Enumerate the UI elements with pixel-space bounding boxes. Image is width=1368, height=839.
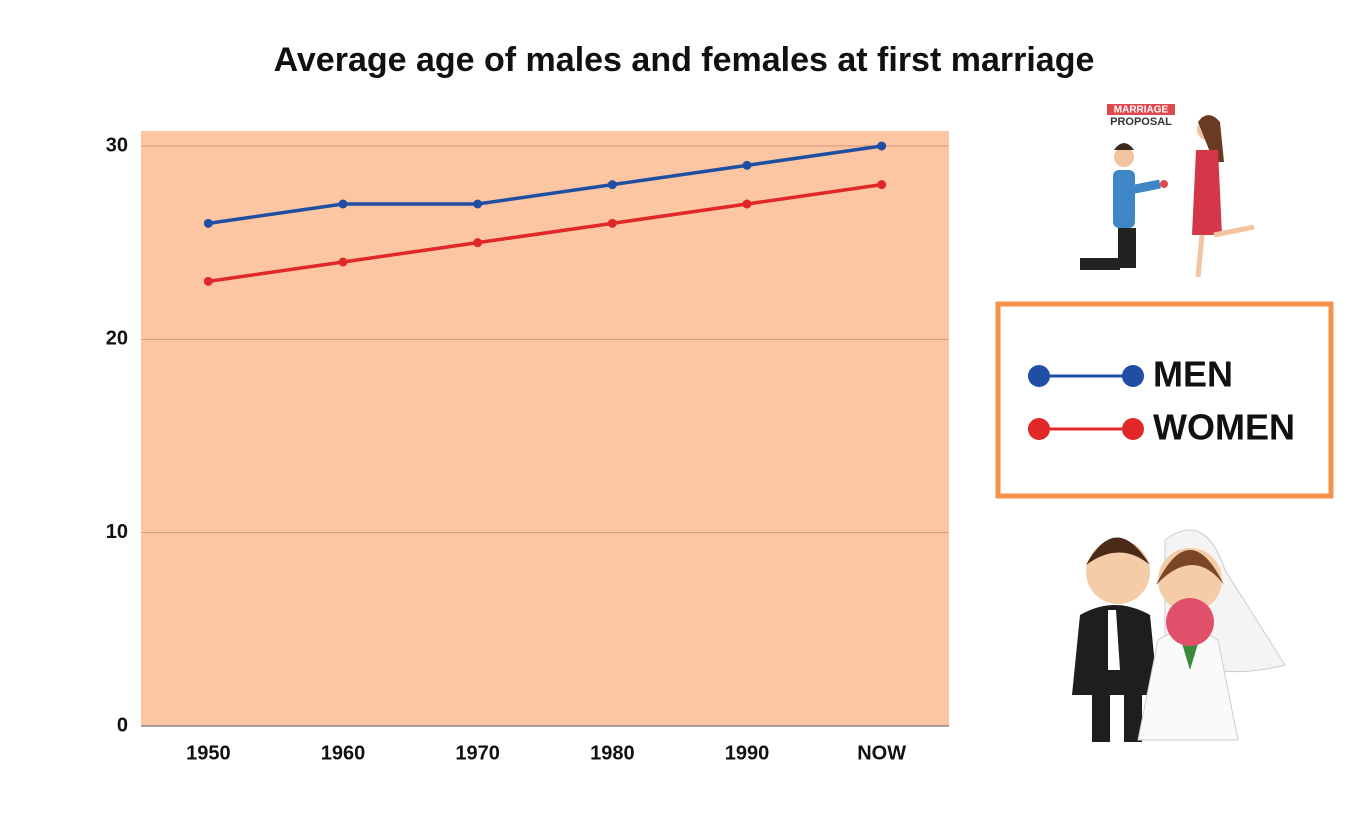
data-point <box>203 276 213 286</box>
data-point <box>338 257 348 267</box>
data-point <box>473 199 483 209</box>
legend-label: MEN <box>1153 354 1233 395</box>
legend-marker <box>1028 365 1050 387</box>
legend-marker <box>1028 418 1050 440</box>
proposal-illustration: MARRIAGE PROPOSAL <box>1080 104 1255 278</box>
couple-illustration <box>1072 529 1286 742</box>
leg <box>1092 690 1110 742</box>
bouquet <box>1166 598 1214 646</box>
annotation: MARRIAGE <box>1114 105 1169 116</box>
data-point <box>742 199 752 209</box>
y-tick-label: 10 <box>106 521 128 543</box>
data-point <box>473 238 483 248</box>
legend-box <box>995 301 1334 499</box>
hair <box>1086 537 1150 565</box>
x-tick-label: 1950 <box>186 742 231 764</box>
x-tick-label: 1960 <box>321 742 366 764</box>
legend-marker <box>1122 365 1144 387</box>
legend-marker <box>1122 418 1144 440</box>
chart-title: Average age of males and females at firs… <box>274 41 1095 79</box>
hair <box>1114 143 1134 150</box>
data-point <box>203 218 213 228</box>
shirt <box>1108 610 1120 670</box>
data-point <box>742 160 752 170</box>
legs <box>1195 224 1255 278</box>
x-tick-label: 1980 <box>590 742 635 764</box>
data-point <box>338 199 348 209</box>
plot: 0 10 20 30 1950 1960 1970 1980 1990 NOW <box>106 131 949 764</box>
data-point <box>877 180 887 190</box>
arm <box>1129 179 1161 195</box>
legs <box>1080 228 1136 270</box>
series-line <box>208 144 882 226</box>
ring <box>1160 180 1168 188</box>
dress <box>1192 150 1222 235</box>
x-tick-label: NOW <box>857 742 906 764</box>
hair <box>1156 550 1224 585</box>
torso <box>1113 170 1135 228</box>
x-tick-label: 1990 <box>725 742 770 764</box>
legend-label: WOMEN <box>1153 407 1295 448</box>
x-tick-label: 1970 <box>455 742 500 764</box>
y-tick-label: 30 <box>106 134 128 156</box>
data-point <box>877 141 887 151</box>
y-tick-label: 0 <box>117 714 128 736</box>
head <box>1086 540 1150 604</box>
data-point <box>607 218 617 228</box>
series-line <box>208 182 882 284</box>
banner <box>1107 104 1175 115</box>
annotation: PROPOSAL <box>1110 116 1172 128</box>
data-point <box>607 180 617 190</box>
y-tick-label: 20 <box>106 328 128 350</box>
leg <box>1124 690 1142 742</box>
plot-background <box>141 131 949 726</box>
legend: MEN WOMEN <box>1028 354 1295 448</box>
head <box>1114 147 1134 167</box>
